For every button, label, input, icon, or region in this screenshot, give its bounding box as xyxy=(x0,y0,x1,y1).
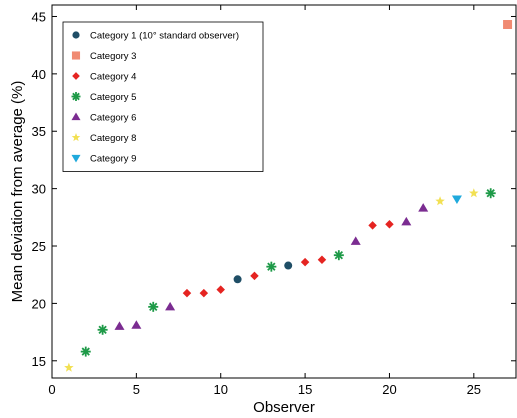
legend-label: Category 9 xyxy=(90,154,136,165)
y-tick-label: 20 xyxy=(32,296,46,311)
data-point xyxy=(435,196,445,206)
legend-box xyxy=(62,21,264,172)
y-tick-label: 30 xyxy=(32,182,46,197)
legend-label: Category 8 xyxy=(90,133,136,144)
y-tick-label: 40 xyxy=(32,67,46,82)
data-point xyxy=(114,321,125,330)
data-point xyxy=(485,188,496,199)
data-point xyxy=(385,219,394,229)
y-tick-label: 25 xyxy=(32,239,46,254)
data-point xyxy=(80,346,91,357)
data-point xyxy=(418,203,429,212)
data-point xyxy=(350,236,361,245)
legend-marker xyxy=(72,72,80,80)
y-tick-label: 35 xyxy=(32,124,46,139)
data-point xyxy=(148,301,159,312)
data-point xyxy=(131,320,142,329)
data-point xyxy=(233,275,242,284)
legend-label: Category 6 xyxy=(90,113,136,124)
data-point xyxy=(97,324,108,335)
y-tick-label: 15 xyxy=(32,354,46,369)
data-point xyxy=(503,20,513,30)
legend-marker xyxy=(71,112,81,121)
legend-marker xyxy=(72,31,80,39)
legend-marker xyxy=(71,92,81,101)
x-tick-label: 0 xyxy=(48,382,55,397)
axis-ticks xyxy=(51,5,516,378)
data-point xyxy=(401,216,412,226)
data-point xyxy=(317,255,327,265)
x-axis-title: Observer xyxy=(253,399,315,416)
data-point xyxy=(451,195,462,204)
x-tick-label: 10 xyxy=(213,382,227,397)
data-point xyxy=(182,288,192,298)
legend-label: Category 5 xyxy=(90,92,136,103)
data-point xyxy=(284,261,293,270)
x-tick-label: 20 xyxy=(382,382,396,397)
data-point xyxy=(266,261,277,272)
data-point xyxy=(216,285,225,294)
legend: Category 1 (10° standard observer) Catego… xyxy=(62,21,264,172)
tick-labels: 0 5 10 15 20 25 15 20 25 30 35 40 45 xyxy=(32,9,482,397)
y-axis-title: Mean deviation from average (%) xyxy=(9,81,26,303)
legend-label: Category 4 xyxy=(90,72,136,83)
x-tick-label: 5 xyxy=(133,382,140,397)
data-point xyxy=(368,221,377,230)
legend-marker xyxy=(71,154,81,163)
data-point xyxy=(300,257,310,267)
data-point xyxy=(469,188,479,198)
legend-marker xyxy=(71,51,81,60)
data-point xyxy=(165,301,176,311)
data-point xyxy=(250,271,259,281)
x-tick-label: 25 xyxy=(467,382,481,397)
x-tick-label: 15 xyxy=(298,382,312,397)
legend-label: Category 1 (10° standard observer) xyxy=(90,31,239,42)
data-point xyxy=(64,362,74,372)
legend-marker xyxy=(71,133,81,142)
data-points xyxy=(64,20,513,372)
legend-label: Category 3 xyxy=(90,51,136,62)
data-point xyxy=(333,250,344,261)
y-tick-label: 45 xyxy=(32,9,46,24)
data-point xyxy=(199,288,209,298)
